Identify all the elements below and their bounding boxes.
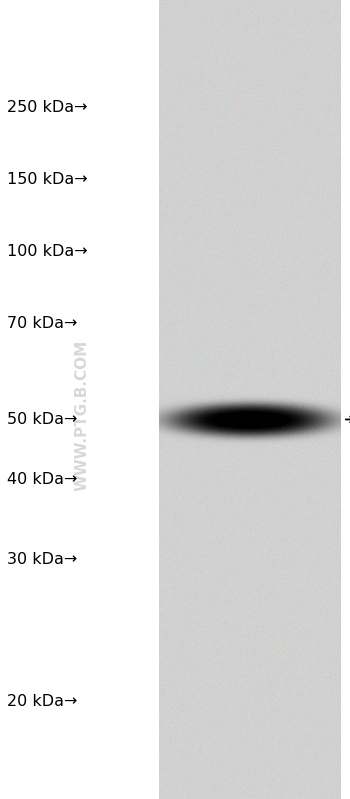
Text: 100 kDa→: 100 kDa→ xyxy=(7,244,88,259)
Text: 40 kDa→: 40 kDa→ xyxy=(7,472,77,487)
Text: 50 kDa→: 50 kDa→ xyxy=(7,412,77,427)
Text: 150 kDa→: 150 kDa→ xyxy=(7,173,88,187)
Text: 30 kDa→: 30 kDa→ xyxy=(7,552,77,566)
Text: 20 kDa→: 20 kDa→ xyxy=(7,694,77,709)
Text: 250 kDa→: 250 kDa→ xyxy=(7,101,88,115)
Text: 70 kDa→: 70 kDa→ xyxy=(7,316,77,331)
Text: WWW.PTG.B.COM: WWW.PTG.B.COM xyxy=(75,340,90,491)
